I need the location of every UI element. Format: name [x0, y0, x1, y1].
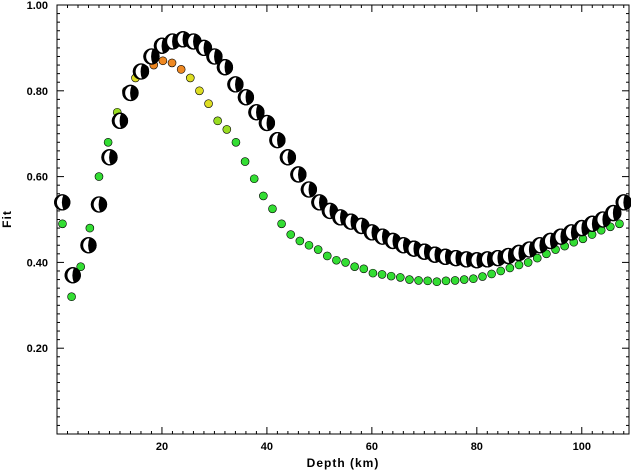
beachball-marker [300, 181, 318, 198]
fit-point [341, 258, 350, 267]
beachball-marker [605, 204, 622, 222]
fit-point [414, 276, 423, 285]
y-tick-label: 1.00 [27, 0, 48, 12]
fit-point [222, 125, 232, 134]
fit-point [167, 58, 177, 68]
x-tick-label: 100 [573, 441, 591, 453]
beachball-marker [258, 114, 276, 132]
beachball-marker [615, 194, 631, 211]
fit-point [103, 137, 113, 147]
fit-point [286, 230, 296, 239]
fit-point [76, 262, 86, 271]
beachball-marker [54, 194, 71, 211]
x-tick-label: 60 [366, 441, 378, 453]
fit-point [158, 56, 168, 66]
fit-point [231, 137, 241, 147]
fit-point [295, 236, 305, 246]
beachball-marker [248, 104, 265, 121]
y-tick-label: 0.40 [27, 257, 48, 269]
fit-point [213, 116, 222, 126]
fit-point [94, 172, 104, 181]
fit-point [249, 174, 259, 184]
beachball-marker [290, 166, 307, 183]
fit-point [441, 276, 451, 286]
fit-point [259, 191, 268, 201]
fit-point [432, 277, 442, 287]
fit-point [67, 292, 76, 302]
fit-point [240, 157, 250, 166]
fit-point [195, 86, 204, 96]
fit-point [277, 219, 286, 229]
fit-point [204, 99, 213, 108]
fit-point [532, 253, 542, 263]
beachball-marker [132, 63, 150, 80]
beachball-marker [216, 59, 234, 76]
fit-point [322, 251, 332, 261]
x-tick-label: 40 [261, 441, 273, 453]
fit-points-series [58, 56, 624, 302]
beachball-marker [311, 194, 328, 211]
beachball-marker [80, 237, 97, 254]
beachball-marker [111, 112, 129, 129]
y-axis-ticks: 0.20 0.40 0.60 0.80 1.00 [27, 0, 629, 426]
fit-point [505, 263, 515, 273]
beachball-marker [122, 84, 139, 102]
fit-point [496, 266, 506, 276]
mechanism-beachball-series [54, 31, 631, 284]
fit-point [304, 240, 314, 250]
fit-point [368, 268, 378, 278]
fit-point [615, 219, 624, 229]
beachball-marker [64, 267, 81, 284]
x-axis-ticks: 20 40 60 80 100 [66, 5, 625, 453]
beachball-marker [279, 149, 297, 166]
fit-point [487, 269, 496, 279]
beachball-marker [90, 196, 108, 213]
beachball-marker [237, 89, 255, 106]
fit-point [469, 274, 478, 284]
fit-point [514, 260, 524, 270]
y-tick-label: 0.60 [27, 172, 48, 184]
fit-point [332, 255, 341, 265]
fit-point [85, 223, 95, 233]
beachball-marker [206, 48, 223, 65]
beachball-marker [101, 149, 118, 166]
fit-point [405, 275, 414, 284]
beachball-marker [174, 31, 192, 48]
fit-point [359, 264, 369, 274]
beachball-marker [573, 219, 590, 237]
y-tick-label: 0.80 [27, 86, 48, 98]
fit-point [459, 275, 469, 284]
fit-point [350, 262, 359, 271]
fit-point [478, 272, 487, 281]
fit-point [377, 270, 387, 279]
fit-point [58, 219, 67, 229]
x-tick-label: 80 [471, 441, 483, 453]
beachball-marker [227, 76, 244, 93]
fit-point [386, 271, 396, 281]
beachball-marker [143, 48, 160, 65]
fit-point [185, 73, 195, 83]
x-axis-label: Depth (km) [307, 456, 380, 470]
fit-point [176, 65, 186, 74]
fit-point [268, 204, 277, 214]
fit-point [450, 276, 460, 285]
y-axis-label: Fit [0, 210, 14, 228]
fit-point [313, 245, 323, 254]
beachball-marker [269, 131, 286, 149]
fit-point [423, 276, 432, 286]
y-tick-label: 0.20 [27, 343, 48, 355]
beachball-marker [195, 39, 213, 57]
fit-point [523, 258, 533, 267]
fit-point [396, 273, 405, 282]
x-tick-label: 20 [156, 441, 168, 453]
